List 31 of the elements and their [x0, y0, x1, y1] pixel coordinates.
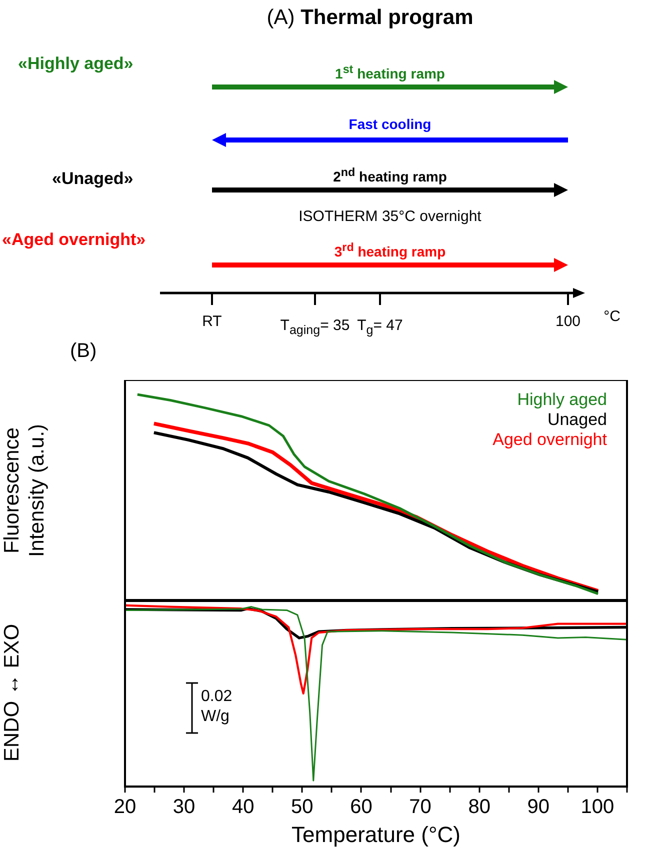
text: «Aged overnight»: [2, 230, 146, 250]
y-axis-title: Fluorescence Intensity (a.u.): [0, 424, 49, 558]
chart-title: (B): [70, 340, 97, 363]
x-tick-label: 90: [527, 796, 550, 818]
text: T$_{g}$= 47: [357, 317, 403, 338]
annotation: 0.02 W/g: [201, 687, 232, 727]
y-axis-title: ENDO ↔ EXO: [0, 624, 24, 762]
text: 2$^{nd}$ heating ramp: [332, 166, 448, 185]
text: 100: [555, 313, 581, 330]
x-tick-label: 30: [172, 796, 196, 818]
text: Highly aged: [517, 390, 607, 410]
x-tick-label: 100: [580, 796, 614, 818]
text: 3$^{rd}$ heating ramp: [333, 240, 447, 260]
text: T$_{aging}$= 35: [280, 317, 350, 338]
text: (A) Thermal program: [266, 6, 474, 29]
x-tick-label: 70: [409, 796, 432, 818]
text: RT: [202, 313, 222, 330]
text: «Highly aged»: [18, 54, 134, 74]
x-tick-label: 40: [232, 796, 254, 818]
text: Fast cooling: [348, 116, 432, 132]
x-tick-label: 80: [468, 796, 490, 818]
x-tick-label: 50: [291, 796, 314, 818]
text: Unaged: [547, 410, 607, 430]
x-tick-label: 60: [350, 796, 372, 818]
text: «Unaged»: [52, 168, 134, 189]
text: ISOTHERM 35°C overnight: [298, 208, 482, 226]
text: 1$^{st}$ heating ramp: [334, 62, 446, 82]
text: °C: [604, 308, 620, 326]
x-tick-label: 20: [114, 796, 136, 818]
text: Aged overnight: [492, 430, 608, 450]
x-axis-title: Temperature (°C): [292, 822, 460, 847]
